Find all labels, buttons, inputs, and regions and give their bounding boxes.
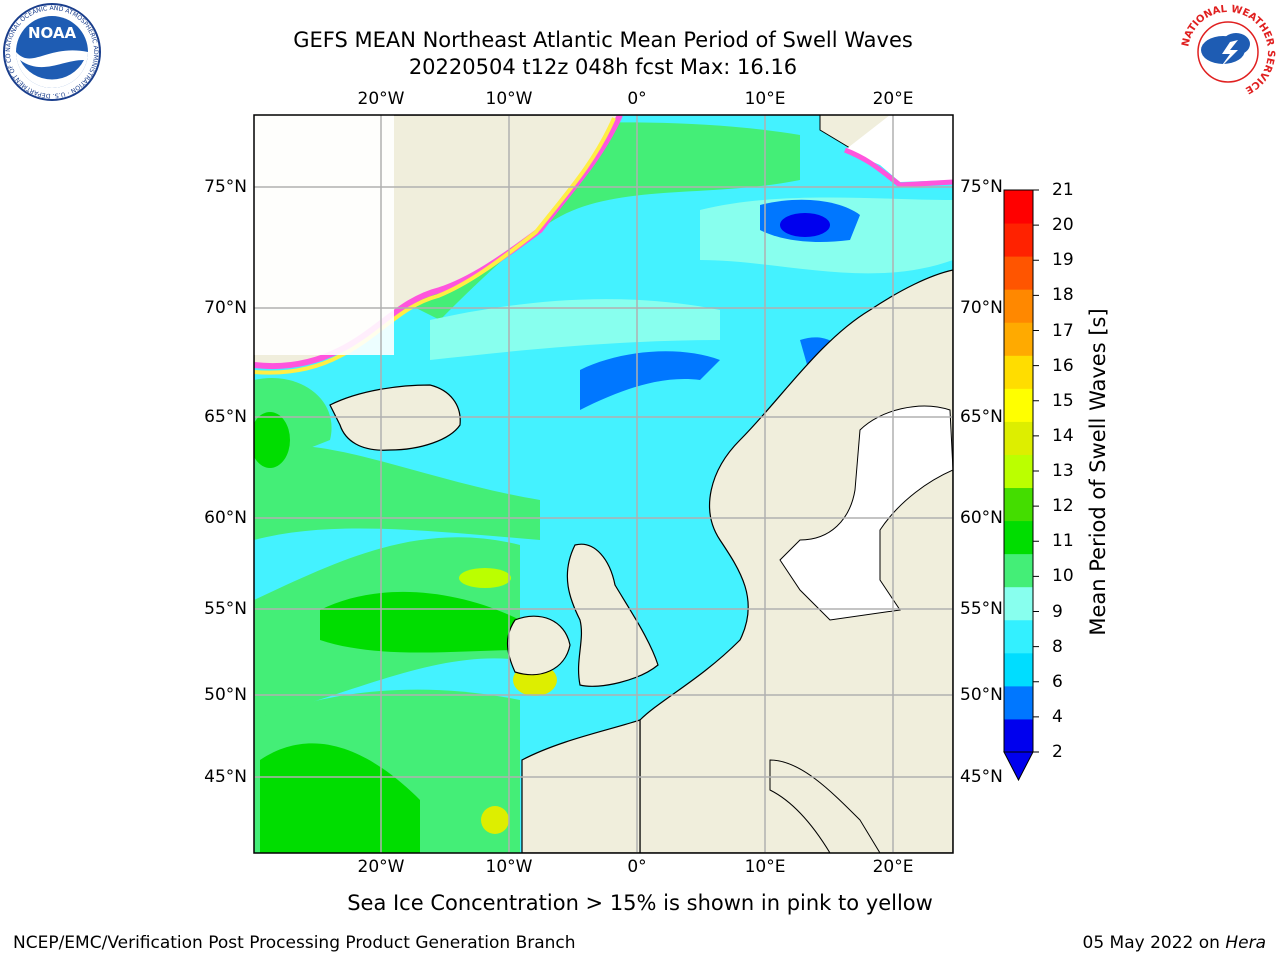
credit-line: NCEP/EMC/Verification Post Processing Pr… bbox=[13, 933, 576, 953]
colorbar-extend-arrow bbox=[1003, 751, 1034, 782]
lat-label-left-55n: 55°N bbox=[204, 599, 247, 619]
lon-label-top-0: 0° bbox=[627, 89, 647, 109]
swell-zone-blue-norwegian-sea bbox=[580, 351, 720, 410]
colorbar-label: Mean Period of Swell Waves [s] bbox=[1086, 308, 1110, 636]
greenland-white-ice bbox=[254, 115, 394, 355]
colorbar-tick-label: 21 bbox=[1052, 180, 1074, 200]
colorbar-tick-label: 13 bbox=[1052, 461, 1074, 481]
great-britain-land bbox=[566, 543, 659, 687]
sea-ice-footnote: Sea Ice Concentration > 15% is shown in … bbox=[347, 891, 933, 915]
colorbar bbox=[1003, 189, 1039, 782]
colorbar-tick-label: 4 bbox=[1052, 706, 1063, 727]
lon-label-top-20w: 20°W bbox=[357, 89, 405, 109]
colorbar-segment bbox=[1004, 190, 1033, 224]
swell-spot-green-iceland-west bbox=[254, 412, 290, 468]
lat-label-right-50n: 50°N bbox=[960, 685, 1003, 705]
italy-land bbox=[769, 759, 881, 853]
lat-label-right-60n: 60°N bbox=[960, 508, 1003, 528]
lat-label-left-50n: 50°N bbox=[204, 685, 247, 705]
date-line: 05 May 2022 on Hera bbox=[1083, 933, 1267, 953]
colorbar-tick-label: 18 bbox=[1052, 285, 1074, 306]
colorbar-tick-label: 19 bbox=[1052, 250, 1074, 271]
nws-logo: NATIONAL WEATHER SERVICE bbox=[1180, 4, 1276, 100]
lon-label-bottom-10e: 10°E bbox=[744, 857, 786, 877]
lat-label-left-65n: 65°N bbox=[204, 407, 247, 427]
lon-label-bottom-20w: 20°W bbox=[357, 857, 405, 877]
baltic-sea bbox=[779, 405, 953, 621]
noaa-logo: NATIONAL OCEANIC AND ATMOSPHERIC ADMINIS… bbox=[2, 2, 101, 101]
svalbard-ice bbox=[845, 115, 953, 182]
lat-label-left-70n: 70°N bbox=[204, 298, 247, 318]
lon-label-top-10e: 10°E bbox=[744, 89, 786, 109]
swell-spot-yellow-central bbox=[459, 568, 511, 588]
greenland-ice-edge-yellow bbox=[254, 117, 616, 375]
swell-band-green-central bbox=[320, 591, 520, 653]
lat-label-right-70n: 70°N bbox=[960, 298, 1003, 318]
colorbar-segment bbox=[1004, 685, 1033, 720]
lon-label-top-20e: 20°E bbox=[872, 89, 914, 109]
colorbar-segment bbox=[1004, 454, 1033, 489]
lon-label-bottom-10w: 10°W bbox=[485, 857, 533, 877]
lon-label-bottom-20e: 20°E bbox=[872, 857, 914, 877]
colorbar-segment bbox=[1004, 289, 1033, 323]
colorbar-segment bbox=[1004, 421, 1033, 455]
swell-band-green-west bbox=[254, 445, 540, 540]
colorbar-tick-label: 20 bbox=[1052, 215, 1074, 236]
colorbar-segment bbox=[1004, 355, 1033, 389]
colorbar-tick-label: 17 bbox=[1052, 320, 1074, 341]
colorbar-tick-label: 12 bbox=[1052, 496, 1074, 517]
chart-subtitle: 20220504 t12z 048h fcst Max: 16.16 bbox=[408, 55, 798, 79]
lat-label-left-45n: 45°N bbox=[204, 767, 247, 787]
colorbar-segment bbox=[1004, 223, 1033, 257]
lat-label-right-75n: 75°N bbox=[960, 177, 1003, 197]
colorbar-segment bbox=[1004, 586, 1033, 621]
lon-label-bottom-0: 0° bbox=[627, 857, 647, 877]
lon-label-top-10w: 10°W bbox=[485, 89, 533, 109]
colorbar-tick-label: 15 bbox=[1052, 390, 1074, 411]
colorbar-segment bbox=[1004, 487, 1033, 522]
lat-label-left-60n: 60°N bbox=[204, 508, 247, 528]
lat-label-right-55n: 55°N bbox=[960, 599, 1003, 619]
colorbar-tick-label: 8 bbox=[1052, 636, 1063, 657]
colorbar-tick-label: 6 bbox=[1052, 671, 1063, 692]
map-frame bbox=[253, 114, 954, 854]
lat-label-right-45n: 45°N bbox=[960, 767, 1003, 787]
colorbar-tick-label: 10 bbox=[1052, 566, 1074, 587]
colorbar-segment bbox=[1004, 652, 1033, 687]
lat-label-right-65n: 65°N bbox=[960, 407, 1003, 427]
date-host: Hera bbox=[1225, 933, 1266, 953]
colorbar-segment bbox=[1004, 388, 1033, 422]
graticule bbox=[254, 115, 953, 853]
colorbar-tick-label: 14 bbox=[1052, 425, 1074, 446]
date-text: 05 May 2022 on bbox=[1082, 933, 1220, 953]
colorbar-segment bbox=[1004, 718, 1033, 753]
swell-zone-navy-barents bbox=[780, 213, 830, 237]
swell-band-bright-green bbox=[260, 743, 420, 853]
colorbar-segment bbox=[1004, 256, 1033, 290]
colorbar-tick-label: 9 bbox=[1052, 601, 1063, 622]
colorbar-segment bbox=[1004, 619, 1033, 654]
colorbar-tick-label: 11 bbox=[1052, 531, 1074, 552]
chart-title: GEFS MEAN Northeast Atlantic Mean Period… bbox=[293, 28, 913, 52]
swell-spot-yellow-iberia bbox=[481, 806, 509, 834]
colorbar-segment bbox=[1004, 322, 1033, 356]
ireland-land bbox=[506, 615, 571, 676]
swell-band-lightcyan-central bbox=[430, 299, 720, 360]
lat-label-left-75n: 75°N bbox=[204, 177, 247, 197]
iberia-land bbox=[521, 719, 641, 853]
colorbar-segment bbox=[1004, 520, 1033, 555]
colorbar-tick-label: 16 bbox=[1052, 355, 1074, 376]
svalbard-ice-edge bbox=[844, 147, 953, 188]
noaa-logo-text: NOAA bbox=[28, 24, 77, 42]
colorbar-segment bbox=[1004, 553, 1033, 588]
colorbar-tick-label: 2 bbox=[1052, 742, 1063, 762]
